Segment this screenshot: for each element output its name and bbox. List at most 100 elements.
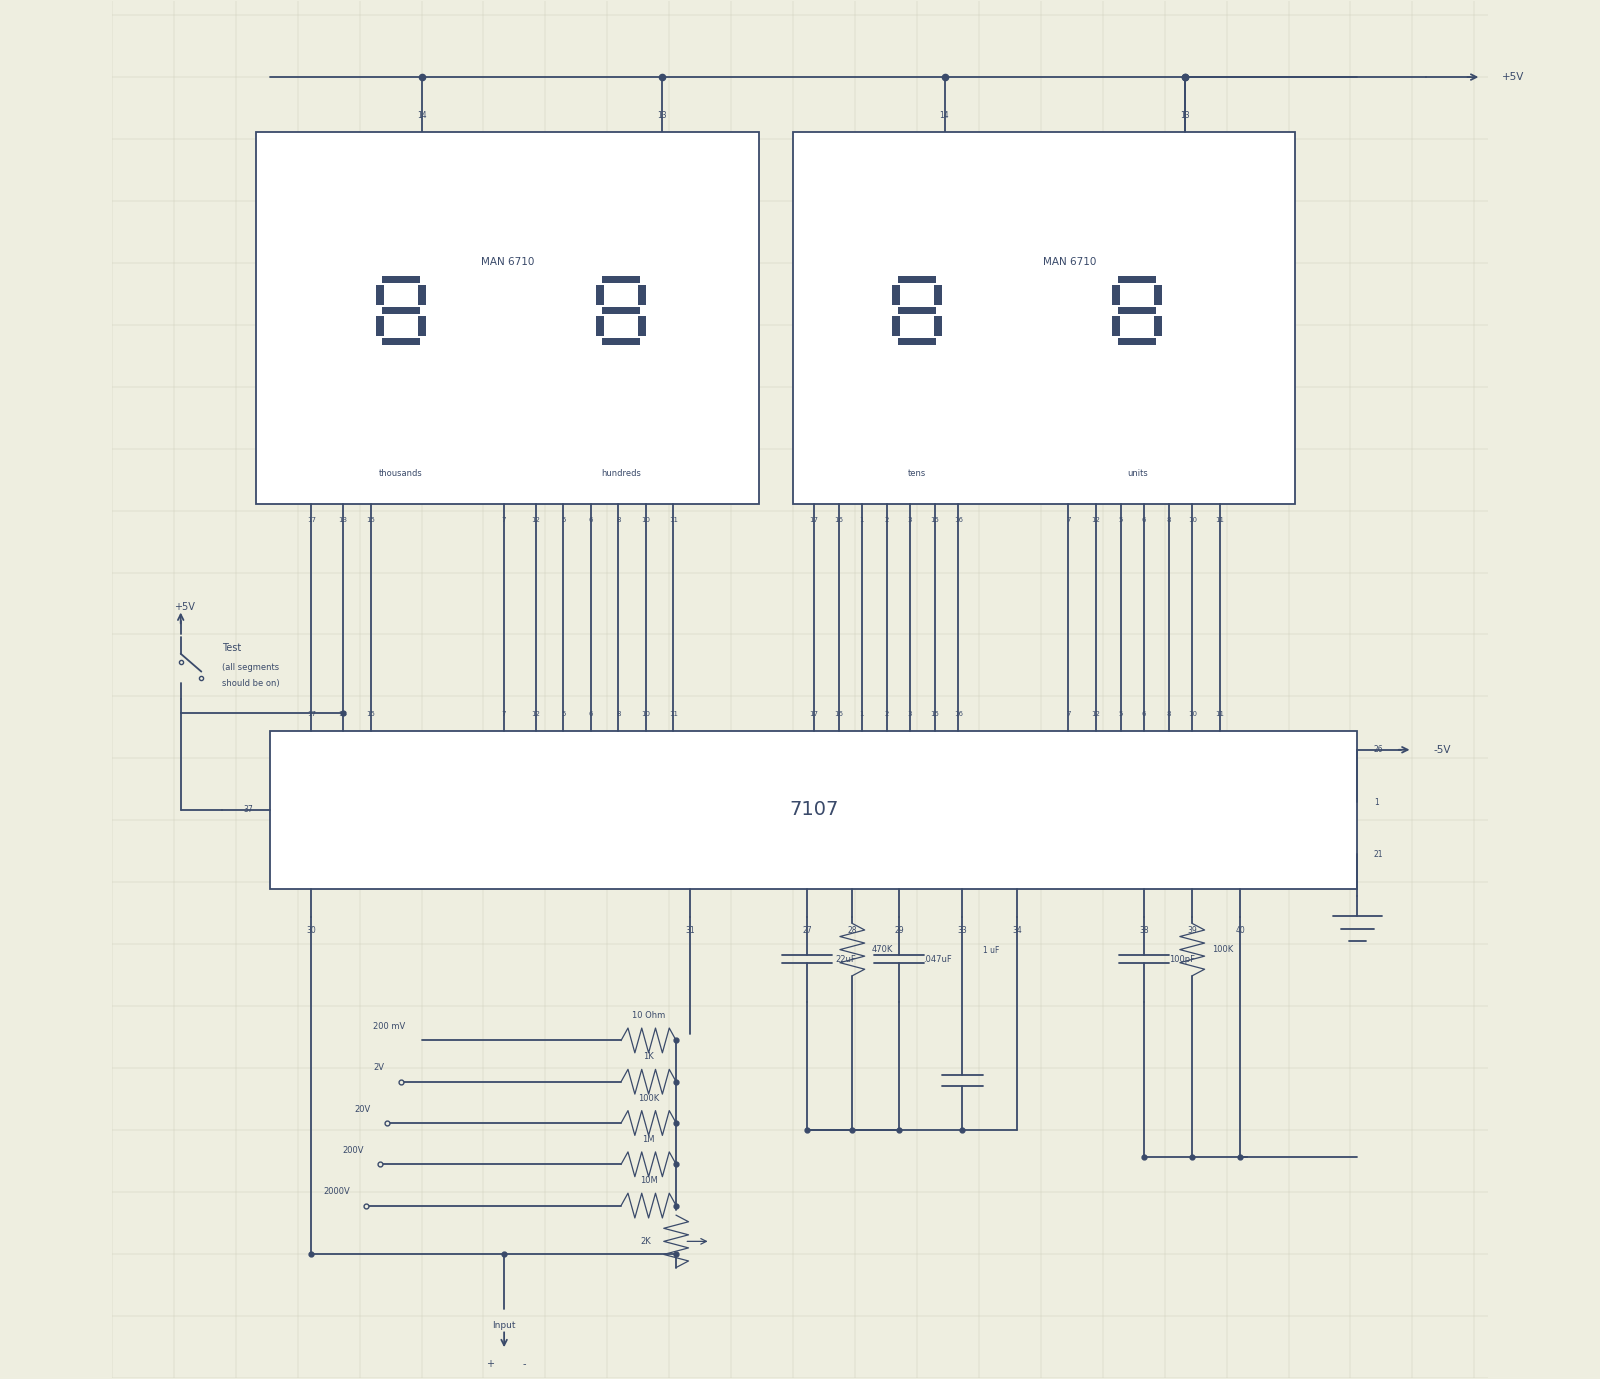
Text: 100pF: 100pF bbox=[1170, 954, 1195, 964]
Text: 17: 17 bbox=[810, 517, 818, 523]
Text: should be on): should be on) bbox=[222, 680, 280, 688]
Text: 16: 16 bbox=[954, 712, 963, 717]
Text: 17: 17 bbox=[307, 517, 315, 523]
Text: -5V: -5V bbox=[1434, 745, 1451, 754]
Bar bbox=[794, 132, 1296, 503]
Text: 11: 11 bbox=[1216, 517, 1224, 523]
Bar bbox=[1118, 276, 1157, 283]
Text: 1M: 1M bbox=[642, 1135, 654, 1145]
Text: 8: 8 bbox=[1166, 712, 1171, 717]
Text: 15: 15 bbox=[366, 712, 374, 717]
Bar bbox=[382, 306, 421, 314]
Text: 200V: 200V bbox=[342, 1146, 363, 1156]
Text: MAN 6710: MAN 6710 bbox=[482, 256, 534, 268]
Text: 5: 5 bbox=[1118, 517, 1123, 523]
Bar bbox=[1118, 306, 1157, 314]
Text: 10: 10 bbox=[1187, 517, 1197, 523]
Text: 8: 8 bbox=[616, 712, 621, 717]
Bar bbox=[934, 316, 942, 336]
Text: 3: 3 bbox=[907, 517, 912, 523]
Text: 13: 13 bbox=[339, 517, 347, 523]
Text: +5V: +5V bbox=[174, 601, 195, 612]
Text: 17: 17 bbox=[307, 712, 315, 717]
Text: 100K: 100K bbox=[638, 1094, 659, 1103]
Bar bbox=[418, 316, 426, 336]
Text: +: + bbox=[486, 1358, 494, 1369]
Text: 13: 13 bbox=[1181, 112, 1190, 120]
Bar bbox=[1118, 338, 1157, 345]
Text: tens: tens bbox=[907, 469, 926, 479]
Text: 15: 15 bbox=[931, 517, 939, 523]
Text: 6: 6 bbox=[1142, 712, 1146, 717]
Text: 11: 11 bbox=[1216, 712, 1224, 717]
Text: .047uF: .047uF bbox=[923, 954, 952, 964]
Text: 30: 30 bbox=[307, 925, 317, 935]
Bar bbox=[934, 285, 942, 305]
Text: 27: 27 bbox=[802, 925, 811, 935]
Text: 470K: 470K bbox=[872, 945, 893, 954]
Text: 5: 5 bbox=[562, 712, 565, 717]
Text: 5: 5 bbox=[562, 517, 565, 523]
Bar bbox=[382, 338, 421, 345]
Text: 34: 34 bbox=[1013, 925, 1022, 935]
Text: 200 mV: 200 mV bbox=[373, 1022, 405, 1031]
Bar bbox=[597, 285, 605, 305]
Text: hundreds: hundreds bbox=[602, 469, 642, 479]
Bar bbox=[602, 306, 640, 314]
Text: 12: 12 bbox=[1091, 712, 1101, 717]
Text: 13: 13 bbox=[658, 112, 667, 120]
Text: 39: 39 bbox=[1187, 925, 1197, 935]
Text: 5: 5 bbox=[1118, 712, 1123, 717]
Text: units: units bbox=[1126, 469, 1147, 479]
Text: 6: 6 bbox=[589, 712, 594, 717]
Text: 37: 37 bbox=[243, 805, 254, 815]
Bar bbox=[376, 285, 384, 305]
Text: (all segments: (all segments bbox=[222, 663, 278, 672]
Text: 10: 10 bbox=[1187, 712, 1197, 717]
Bar bbox=[638, 285, 646, 305]
Text: 1: 1 bbox=[1374, 797, 1379, 807]
Text: 38: 38 bbox=[1139, 925, 1149, 935]
Text: 20V: 20V bbox=[354, 1105, 371, 1114]
Bar bbox=[376, 316, 384, 336]
Bar bbox=[898, 276, 936, 283]
Bar bbox=[898, 338, 936, 345]
Text: 7: 7 bbox=[502, 517, 506, 523]
Bar bbox=[256, 132, 758, 503]
Text: 31: 31 bbox=[685, 925, 694, 935]
Text: 11: 11 bbox=[669, 517, 678, 523]
Bar bbox=[418, 285, 426, 305]
Text: 40: 40 bbox=[1235, 925, 1245, 935]
Text: 10: 10 bbox=[642, 712, 650, 717]
Text: 7: 7 bbox=[1066, 517, 1070, 523]
Text: 2V: 2V bbox=[373, 1063, 384, 1073]
Bar bbox=[893, 316, 899, 336]
Text: 14: 14 bbox=[939, 112, 949, 120]
Text: 17: 17 bbox=[810, 712, 818, 717]
Text: 8: 8 bbox=[616, 517, 621, 523]
Text: 1K: 1K bbox=[643, 1052, 654, 1062]
Text: 3: 3 bbox=[907, 712, 912, 717]
Text: 1 uF: 1 uF bbox=[982, 946, 1000, 956]
Bar bbox=[1154, 285, 1162, 305]
Text: 15: 15 bbox=[931, 712, 939, 717]
Bar bbox=[597, 316, 605, 336]
Text: 2: 2 bbox=[885, 712, 890, 717]
Bar bbox=[602, 338, 640, 345]
Bar bbox=[1112, 285, 1120, 305]
Text: Input: Input bbox=[493, 1321, 515, 1329]
Bar bbox=[382, 276, 421, 283]
Bar bbox=[898, 306, 936, 314]
Text: 7: 7 bbox=[1066, 712, 1070, 717]
Bar bbox=[1154, 316, 1162, 336]
Bar bbox=[638, 316, 646, 336]
Text: 29: 29 bbox=[894, 925, 904, 935]
Text: 12: 12 bbox=[531, 517, 541, 523]
Text: 8: 8 bbox=[1166, 517, 1171, 523]
Text: 12: 12 bbox=[531, 712, 541, 717]
Text: 1: 1 bbox=[859, 712, 864, 717]
Text: 10M: 10M bbox=[640, 1176, 658, 1186]
Text: 21: 21 bbox=[1374, 849, 1384, 859]
Text: 16: 16 bbox=[834, 517, 843, 523]
Bar bbox=[893, 285, 899, 305]
